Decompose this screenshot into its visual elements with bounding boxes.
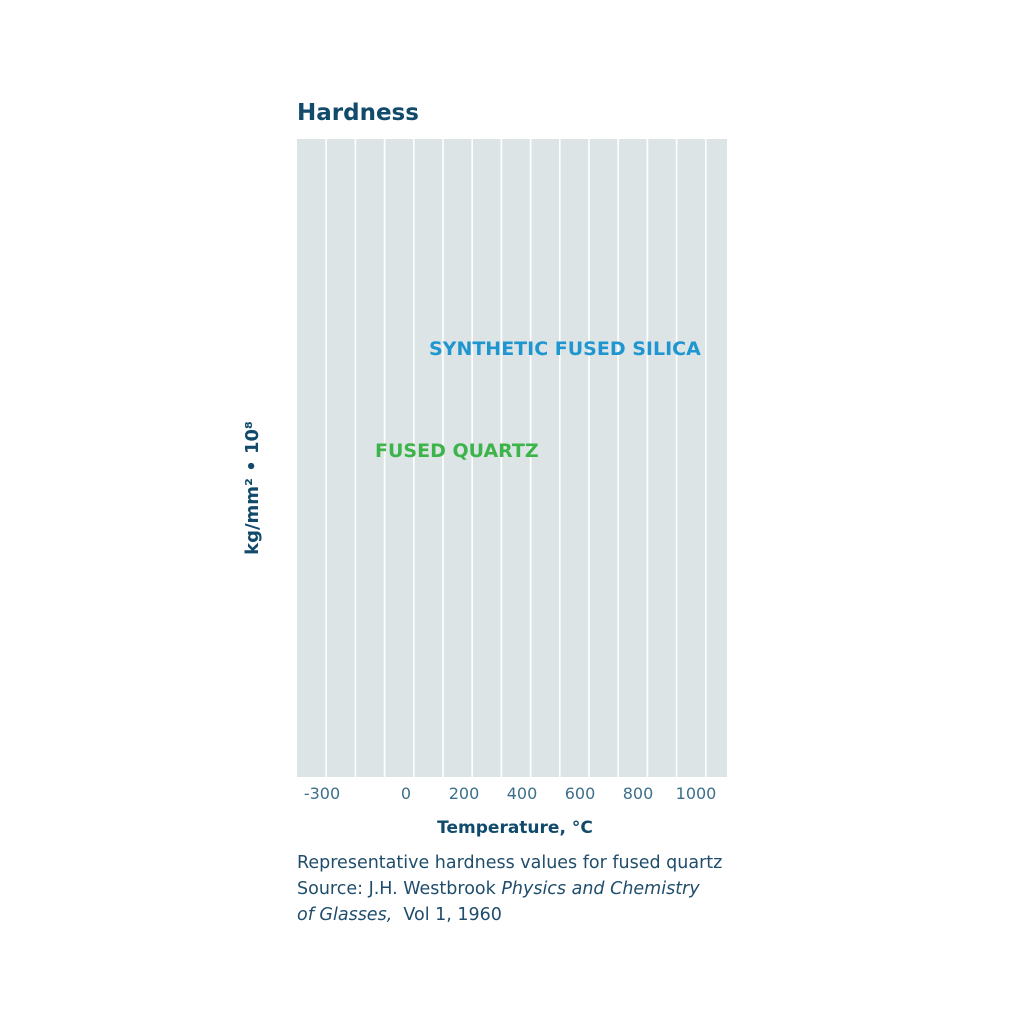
x-tick-label: 800 [623, 784, 654, 803]
caption-line-1: Representative hardness values for fused… [297, 853, 723, 873]
y-axis-label: kg/mm² • 10⁸ [242, 421, 263, 555]
series-label-fused-quartz: FUSED QUARTZ [375, 440, 539, 462]
x-tick-label: 600 [565, 784, 596, 803]
caption-source-title: Physics and Chemistry [501, 879, 700, 899]
x-tick-labels: -300 0 200 400 600 800 1000 [304, 784, 717, 803]
series-label-synthetic-fused-silica: SYNTHETIC FUSED SILICA [429, 338, 701, 360]
chart-title: Hardness [297, 100, 419, 126]
x-tick-label: -300 [304, 784, 340, 803]
x-tick-label: 0 [401, 784, 411, 803]
caption-source-title-cont: of Glasses, [297, 905, 393, 925]
figure-caption: Representative hardness values for fused… [297, 850, 817, 928]
caption-source-volume: Vol 1, 1960 [392, 905, 502, 925]
x-axis-label: Temperature, °C [437, 818, 593, 838]
caption-line-3: of Glasses, Vol 1, 1960 [297, 902, 817, 928]
vertical-grid [325, 139, 707, 777]
caption-line-2: Source: J.H. Westbrook Physics and Chemi… [297, 876, 817, 902]
x-tick-label: 200 [449, 784, 480, 803]
x-tick-label: 1000 [676, 784, 717, 803]
caption-source-prefix: Source: J.H. Westbrook [297, 879, 502, 899]
x-tick-label: 400 [507, 784, 538, 803]
plot-area [297, 139, 727, 777]
